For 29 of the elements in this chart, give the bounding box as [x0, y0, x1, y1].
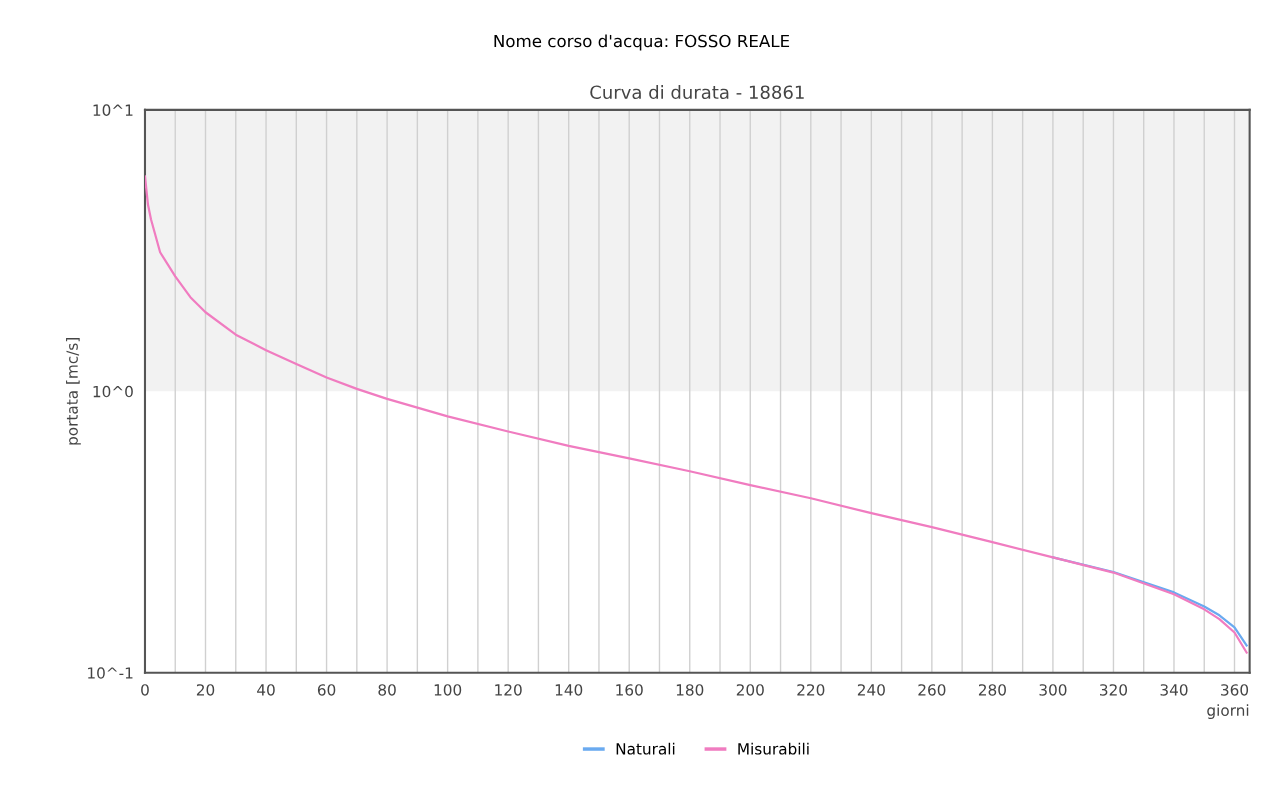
x-axis-title: giorni — [1207, 704, 1249, 719]
y-axis-title: portata [mc/s] — [66, 338, 81, 445]
legend-label: Misurabili — [738, 742, 809, 755]
x-tick-label: 360 — [1221, 684, 1249, 696]
x-tick-label: 300 — [1039, 684, 1067, 696]
x-tick-label: 100 — [434, 684, 462, 696]
x-tick-label: 80 — [378, 684, 396, 696]
x-tick-label: 240 — [857, 684, 885, 696]
x-tick-label: 120 — [495, 684, 522, 696]
x-tick-label: 20 — [196, 684, 215, 696]
x-tick-label: 200 — [736, 684, 764, 696]
x-tick-label: 280 — [978, 684, 1006, 696]
y-tick-label: 10^-1 — [88, 667, 133, 679]
x-tick-label: 0 — [141, 684, 149, 696]
x-tick-label: 40 — [257, 684, 275, 696]
chart-subtitle: Curva di durata - 18861 — [590, 85, 804, 100]
x-tick-label: 160 — [616, 684, 643, 696]
x-tick-label: 340 — [1160, 684, 1188, 696]
x-tick-label: 260 — [918, 684, 946, 696]
x-tick-label: 60 — [317, 684, 336, 696]
y-tick-label: 10^1 — [93, 104, 133, 116]
y-tick-label: 10^0 — [93, 385, 133, 398]
legend-label: Naturali — [616, 742, 675, 755]
chart-title: Nome corso d'acqua: FOSSO REALE — [494, 34, 790, 51]
x-tick-label: 180 — [676, 684, 704, 696]
x-tick-label: 220 — [797, 684, 825, 696]
x-tick-label: 140 — [555, 684, 583, 696]
line-series — [144, 175, 1248, 654]
x-tick-label: 320 — [1100, 684, 1128, 696]
